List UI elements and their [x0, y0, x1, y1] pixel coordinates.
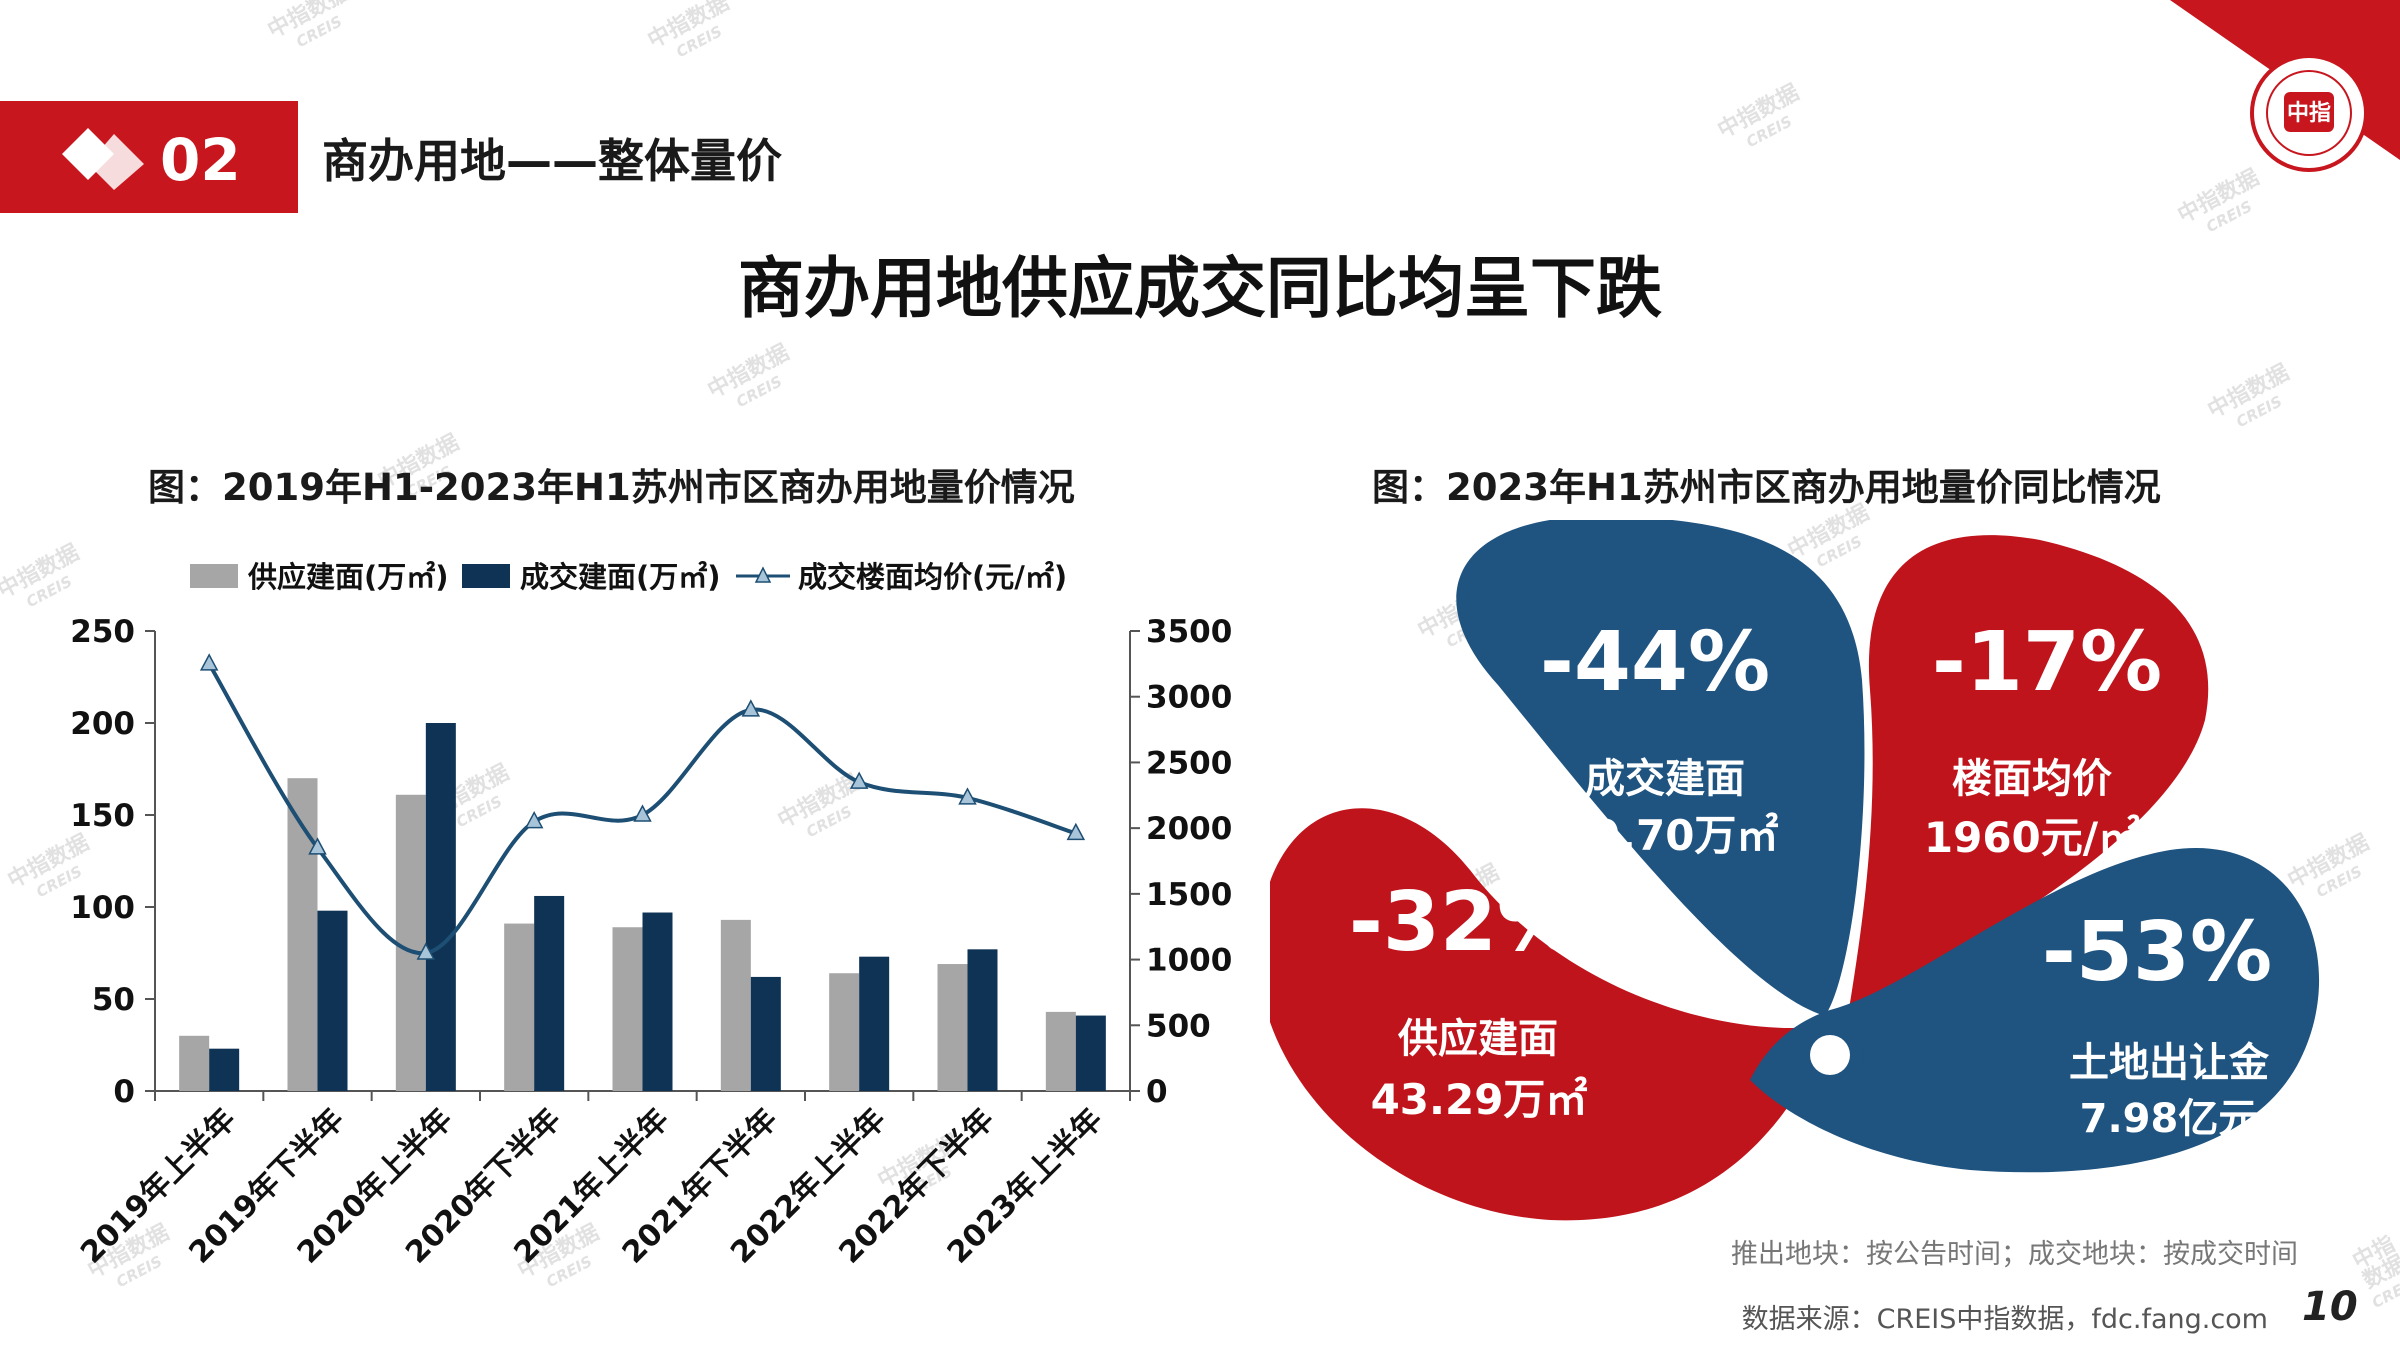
left-tick-label: 50 — [92, 982, 135, 1018]
bar-transaction — [750, 976, 781, 1091]
bar-supply — [287, 778, 318, 1091]
petal-top-right — [1848, 535, 2209, 1016]
price-point — [308, 837, 327, 855]
price-point — [958, 787, 977, 805]
petal-bl-value: 43.29万㎡ — [1371, 1075, 1588, 1124]
price-point — [849, 771, 869, 789]
right-tick-label: 2500 — [1146, 745, 1232, 781]
right-tick-label: 1000 — [1146, 943, 1232, 979]
bar-supply — [612, 927, 643, 1091]
bar-supply — [395, 794, 426, 1091]
petal-tr-percent: -17% — [1932, 615, 2162, 710]
price-point — [199, 653, 219, 671]
petal-tr-value: 1960元/㎡ — [1924, 813, 2140, 862]
bar-supply — [1045, 1011, 1076, 1091]
petal-bl-label: 供应建面 — [1398, 1016, 1558, 1062]
petal-tr-label: 楼面均价 — [1952, 756, 2112, 802]
right-tick-label: 3000 — [1146, 680, 1232, 716]
right-tick-label: 3500 — [1146, 614, 1232, 650]
section-number: 02 — [160, 126, 241, 194]
bar-transaction — [209, 1048, 240, 1091]
petal-bottom-right — [1750, 847, 2320, 1173]
left-figure-title: 图：2019年H1-2023年H1苏州市区商办用地量价情况 — [148, 466, 1075, 509]
bar-transaction — [317, 910, 348, 1091]
combo-chart: 0501001502002500500100015002000250030003… — [70, 560, 1232, 1271]
legend-swatch-supply — [190, 564, 238, 588]
left-tick-label: 100 — [70, 890, 135, 926]
petal-br-value: 7.98亿元 — [2080, 1096, 2259, 1142]
left-tick-label: 250 — [70, 614, 135, 650]
bar-supply — [504, 923, 535, 1091]
bar-transaction — [1075, 1015, 1106, 1091]
data-note: 推出地块：按公告时间；成交地块：按成交时间 — [1731, 1239, 2298, 1270]
price-point — [633, 804, 652, 822]
left-tick-label: 0 — [113, 1074, 135, 1110]
page-headline: 商办用地供应成交同比均呈下跌 — [738, 250, 1662, 327]
petal-tl-value: 40.70万㎡ — [1562, 811, 1779, 860]
legend-swatch-transaction — [462, 564, 510, 588]
right-tick-label: 500 — [1146, 1008, 1211, 1044]
bar-supply — [720, 919, 751, 1091]
price-point — [524, 810, 544, 829]
legend-label-price: 成交楼面均价(元/㎡) — [798, 560, 1067, 594]
bar-transaction — [859, 956, 890, 1091]
bar-transaction — [967, 949, 998, 1091]
legend-label-transaction: 成交建面(万㎡) — [520, 560, 721, 594]
bar-supply — [937, 964, 968, 1091]
right-tick-label: 0 — [1146, 1074, 1168, 1110]
petal-tl-label: 成交建面 — [1585, 756, 1745, 802]
right-tick-label: 2000 — [1146, 811, 1232, 847]
price-point — [416, 942, 436, 960]
data-source: 数据来源：CREIS中指数据，fdc.fang.com — [1741, 1304, 2268, 1335]
bar-supply — [829, 973, 860, 1091]
page-number: 10 — [2302, 1284, 2358, 1330]
legend-label-supply: 供应建面(万㎡) — [247, 560, 449, 594]
left-tick-label: 150 — [70, 798, 135, 834]
petal-br-percent: -53% — [2042, 905, 2272, 1000]
diamond-icon — [62, 128, 144, 190]
center-dot — [1810, 1035, 1850, 1075]
bar-transaction — [642, 912, 673, 1091]
right-figure-title: 图：2023年H1苏州市区商办用地量价同比情况 — [1372, 466, 2161, 509]
svg-text:中指: 中指 — [2287, 101, 2331, 126]
legend-marker-price — [754, 566, 772, 583]
petal-br-label: 土地出让金 — [2069, 1040, 2270, 1086]
petal-bl-percent: -32% — [1349, 875, 1579, 970]
left-tick-label: 200 — [70, 706, 135, 742]
petal-tl-percent: -44% — [1540, 615, 1770, 710]
academy-logo: 中指 — [2250, 54, 2368, 172]
section-tab — [0, 101, 298, 213]
bar-transaction — [534, 895, 565, 1091]
petal-infographic: -44% 成交建面 40.70万㎡ -17% 楼面均价 1960元/㎡ -32%… — [1270, 520, 2320, 1221]
price-point — [741, 699, 761, 717]
section-title: 商办用地——整体量价 — [322, 134, 782, 188]
bar-transaction — [425, 723, 456, 1091]
price-line — [207, 662, 1077, 956]
right-tick-label: 1500 — [1146, 877, 1232, 913]
petal-top-left — [1456, 520, 1865, 1016]
price-point — [1066, 822, 1086, 841]
bar-supply — [179, 1035, 210, 1091]
petal-bottom-left — [1270, 808, 1830, 1221]
